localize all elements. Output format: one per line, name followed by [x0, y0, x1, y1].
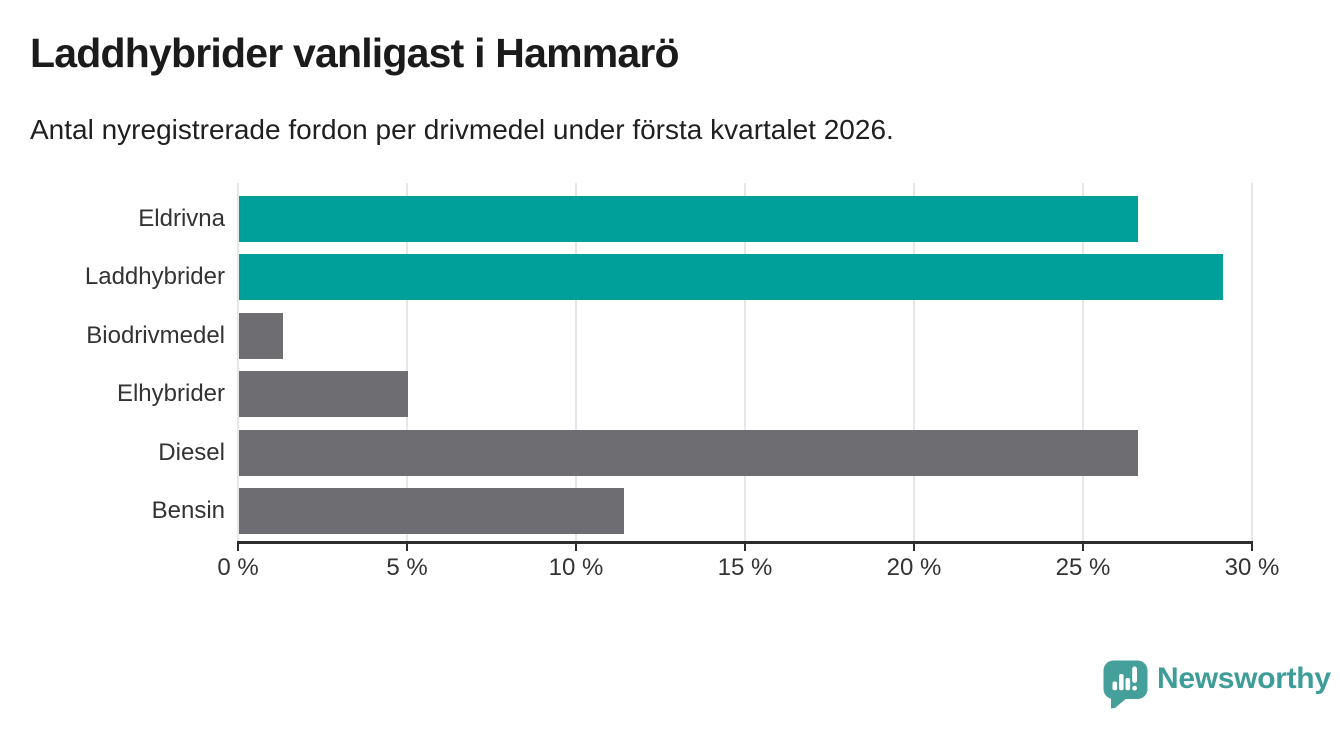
x-axis-tick: [575, 543, 577, 551]
x-axis-tick: [744, 543, 746, 551]
bar-laddhybrider: [239, 254, 1223, 301]
x-axis-tick-label: 0 %: [217, 554, 259, 581]
brand-name: Newsworthy: [1157, 662, 1331, 695]
category-label-elhybrider: Elhybrider: [116, 380, 225, 408]
gridline: [1082, 183, 1084, 542]
newsworthy-logo-icon: [1103, 660, 1148, 709]
x-axis-tick-label: 30 %: [1224, 554, 1280, 581]
gridline: [744, 183, 746, 542]
category-label-eldrivna: Eldrivna: [138, 205, 225, 232]
x-axis-tick: [237, 543, 239, 551]
x-axis-tick: [406, 543, 408, 551]
gridline: [406, 183, 408, 542]
gridline: [1251, 183, 1253, 542]
gridline: [575, 183, 577, 542]
chart-subtitle: Antal nyregistrerade fordon per drivmede…: [30, 114, 894, 145]
bar-chart-plot-area: 0 % 5 % 10 % 15 % 20 % 25 % 30 %: [217, 183, 1279, 581]
bar-elhybrider: [239, 371, 408, 418]
x-axis-tick-label: 25 %: [1055, 554, 1111, 581]
bar-biodrivmedel: [239, 312, 283, 359]
x-axis-tick: [913, 543, 915, 551]
x-axis-tick: [1251, 543, 1253, 551]
category-label-biodrivmedel: Biodrivmedel: [86, 321, 225, 349]
x-axis-tick-label: 10 %: [548, 554, 604, 581]
category-label-diesel: Diesel: [158, 438, 225, 466]
x-axis-tick-label: 5 %: [386, 554, 428, 581]
category-label-bensin: Bensin: [151, 497, 225, 524]
bar-eldrivna: [239, 196, 1139, 242]
bar-diesel: [239, 429, 1139, 476]
y-axis-category-labels: Eldrivna Laddhybrider Biodrivmedel Elhybrid…: [0, 183, 225, 542]
x-axis-tick: [1082, 543, 1084, 551]
gridline: [913, 183, 915, 542]
chart-title: Laddhybrider vanligast i Hammarö: [30, 30, 680, 76]
x-axis-line: [237, 541, 1253, 544]
x-axis-tick-label: 15 %: [717, 554, 773, 581]
gridline: [237, 183, 239, 542]
category-label-laddhybrider: Laddhybrider: [84, 263, 225, 291]
newsworthy-brand: Newsworthy: [1102, 659, 1331, 709]
bar-bensin: [239, 488, 625, 534]
x-axis-tick-label: 20 %: [886, 554, 942, 581]
